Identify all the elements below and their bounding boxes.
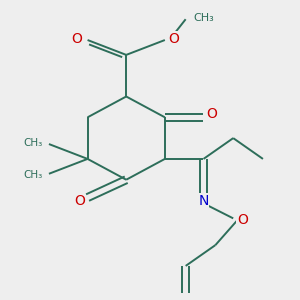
Text: CH₃: CH₃ (24, 170, 43, 180)
Text: O: O (169, 32, 180, 46)
Text: O: O (206, 107, 217, 121)
Text: O: O (237, 213, 248, 227)
Text: N: N (198, 194, 209, 208)
Text: CH₃: CH₃ (193, 13, 214, 23)
Text: O: O (72, 32, 83, 46)
Text: CH₃: CH₃ (24, 138, 43, 148)
Text: O: O (74, 194, 85, 208)
